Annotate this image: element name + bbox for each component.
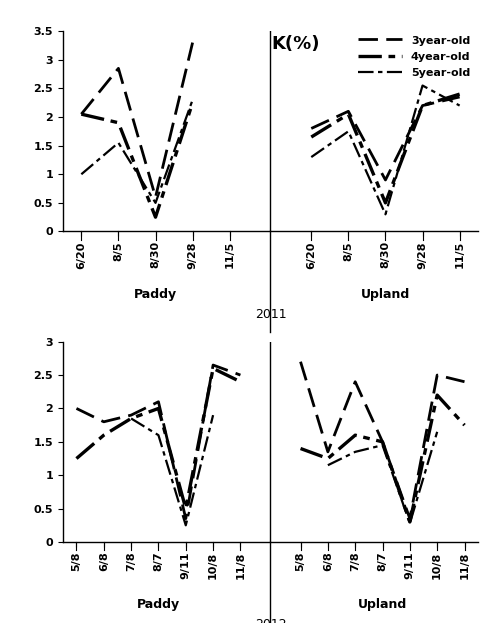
4year-old: [210, 364, 216, 372]
4year-old: [101, 431, 107, 439]
4year-old: [153, 214, 158, 221]
5year-old: [115, 139, 121, 146]
Legend: 3year-old, 4year-old, 5year-old: 3year-old, 4year-old, 5year-old: [355, 32, 472, 80]
3year-old: [153, 193, 158, 201]
3year-old: [101, 418, 107, 426]
3year-old: [190, 39, 196, 46]
3year-old: [128, 411, 134, 419]
3year-old: [238, 371, 243, 379]
Line: 3year-old: 3year-old: [76, 365, 241, 518]
3year-old: [78, 110, 84, 118]
4year-old: [73, 455, 79, 462]
4year-old: [115, 119, 121, 126]
Line: 5year-old: 5year-old: [81, 100, 193, 203]
Text: K(%): K(%): [271, 35, 320, 53]
4year-old: [183, 505, 189, 512]
4year-old: [78, 110, 84, 118]
5year-old: [183, 521, 189, 529]
5year-old: [153, 199, 158, 207]
4year-old: [128, 415, 134, 422]
4year-old: [238, 378, 243, 386]
5year-old: [190, 96, 196, 103]
Text: Paddy: Paddy: [137, 598, 180, 611]
5year-old: [156, 431, 161, 439]
Line: 3year-old: 3year-old: [81, 42, 193, 197]
3year-old: [73, 405, 79, 412]
4year-old: [190, 99, 196, 107]
Text: Upland: Upland: [358, 598, 407, 611]
3year-old: [183, 515, 189, 522]
Line: 4year-old: 4year-old: [76, 368, 241, 508]
Text: Upland: Upland: [361, 288, 410, 300]
3year-old: [115, 65, 121, 72]
5year-old: [210, 411, 216, 419]
5year-old: [78, 171, 84, 178]
Text: Paddy: Paddy: [134, 288, 177, 300]
Text: 2011: 2011: [255, 308, 286, 321]
5year-old: [128, 415, 134, 422]
Line: 4year-old: 4year-old: [81, 103, 193, 217]
3year-old: [156, 398, 161, 406]
3year-old: [210, 361, 216, 369]
4year-old: [156, 405, 161, 412]
Text: 2012: 2012: [255, 618, 286, 623]
Line: 5year-old: 5year-old: [131, 415, 213, 525]
